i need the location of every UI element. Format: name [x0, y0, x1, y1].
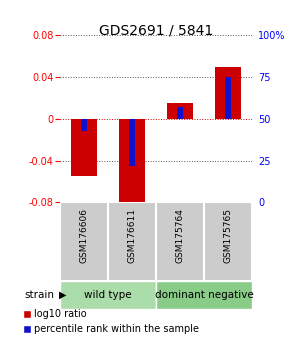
Text: GSM176611: GSM176611	[128, 208, 136, 263]
Bar	[81, 119, 87, 131]
Text: GDS2691 / 5841: GDS2691 / 5841	[99, 23, 213, 37]
Bar	[60, 281, 156, 309]
Text: GSM175765: GSM175765	[224, 208, 232, 263]
Bar	[108, 202, 156, 281]
Text: dominant negative: dominant negative	[154, 290, 254, 300]
Bar	[177, 107, 183, 119]
Text: strain: strain	[24, 290, 54, 300]
Text: GSM175764: GSM175764	[176, 208, 184, 263]
Bar	[71, 119, 97, 176]
Text: wild type: wild type	[84, 290, 132, 300]
Text: GSM176606: GSM176606	[80, 208, 88, 263]
Bar	[156, 202, 204, 281]
Bar	[167, 103, 193, 119]
Text: ▶: ▶	[58, 290, 66, 300]
Legend: log10 ratio, percentile rank within the sample: log10 ratio, percentile rank within the …	[22, 309, 199, 334]
Bar	[60, 202, 108, 281]
Bar	[129, 119, 135, 166]
Bar	[156, 281, 252, 309]
Bar	[225, 77, 231, 119]
Bar	[119, 119, 145, 209]
Bar	[204, 202, 252, 281]
Bar	[215, 67, 241, 119]
